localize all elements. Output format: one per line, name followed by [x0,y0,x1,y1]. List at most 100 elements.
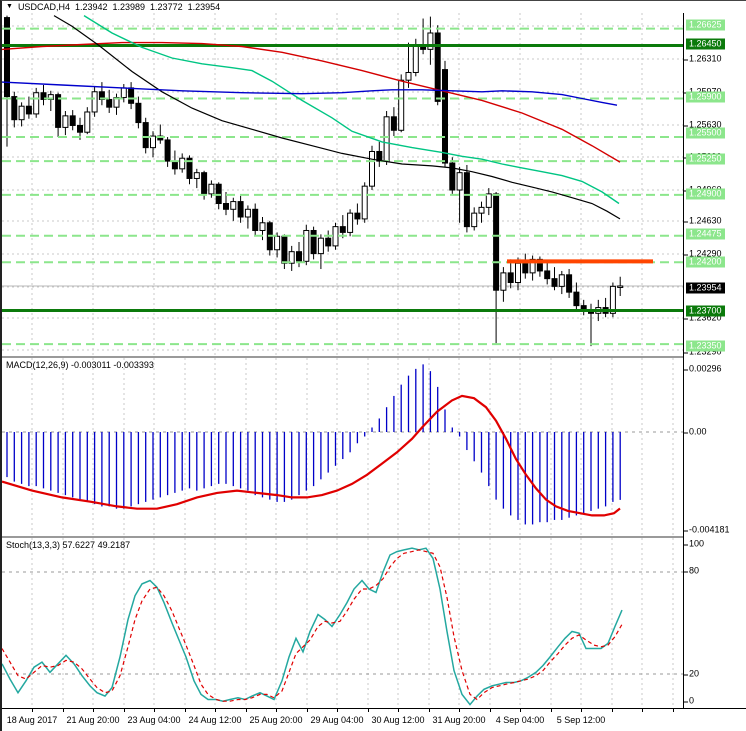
bull-candle [515,262,521,284]
bear-candle [25,105,32,115]
bear-candle [310,229,317,255]
chart-title-low: 1.23772 [150,2,183,12]
price-axis-border [683,13,684,709]
bear-candle [493,193,500,291]
bear-candle [55,94,62,128]
bull-candle [230,201,237,210]
bull-candle [62,115,69,128]
bear-candle [40,92,47,100]
chart-title-close: 1.23954 [187,2,221,12]
main-chart-panel[interactable] [2,13,683,357]
bull-candle [150,135,156,149]
bear-candle [77,124,83,133]
bear-candle [4,17,10,98]
time-axis-label: 29 Aug 04:00 [310,715,364,725]
time-axis-tick [551,709,552,712]
bull-candle [500,272,507,291]
bear-candle [566,274,573,293]
bear-candle [354,212,361,220]
price-axis-label: 1.26310 [684,54,722,65]
bear-candle [325,237,332,247]
bear-candle [507,272,514,284]
bull-candle [288,251,295,264]
macd-axis-label: -0.004181 [684,525,730,536]
bull-candle [369,150,375,187]
time-axis-tick [581,709,582,712]
time-axis-tick [459,709,460,712]
bear-candle [281,235,288,264]
panel-separator[interactable] [2,356,683,358]
macd-signal-line [2,394,621,517]
time-axis-label: 5 Sep 12:00 [556,715,606,725]
bear-candle [186,157,193,179]
bull-candle [617,285,624,288]
bull-candle [347,212,354,233]
time-axis-tick [154,709,155,712]
time-axis-tick [32,709,33,712]
bear-candle [376,150,383,162]
symbol-dropdown-icon[interactable]: ▼ [6,3,13,10]
bull-candle [179,157,186,170]
bear-candle [171,160,178,170]
macd-histogram [6,364,621,525]
chart-title-high: 1.23989 [112,2,146,12]
time-axis-tick [673,709,674,712]
time-axis-label: 4 Sep 04:00 [495,715,545,725]
bull-candle [84,111,91,133]
ma-red-line [2,41,621,163]
time-axis-tick [612,709,613,712]
sr-level-price-badge: 1.24475 [686,228,725,240]
price-axis-label: 1.25630 [684,120,722,131]
bull-candle [332,226,339,247]
macd-panel[interactable] [2,358,683,536]
time-axis-tick [368,709,369,712]
time-axis-tick [215,709,216,712]
time-axis-tick [93,709,94,712]
bull-candle [405,71,412,81]
panel-separator[interactable] [2,536,683,538]
price-axis[interactable]: 1.266251.264501.263101.259701.259001.256… [684,1,746,709]
time-axis-tick [429,709,430,712]
time-axis-tick [520,709,521,712]
time-axis-tick [490,709,491,712]
time-axis-tick [276,709,277,712]
chart-title-open: 1.23942 [74,2,108,12]
bull-candle [609,285,616,314]
time-axis-tick [337,709,338,712]
stoch-axis-label: 80 [684,566,699,577]
bull-candle [18,105,25,121]
bull-candle [412,44,419,73]
ma-blue-line [2,81,618,106]
strong-level-price-badge: 1.26450 [686,38,725,50]
bear-candle [434,32,441,102]
current-price-badge: 1.23954 [686,282,725,294]
bull-candle [317,237,324,255]
bull-candle [427,32,434,50]
sr-level-price-badge: 1.25250 [686,153,725,165]
time-axis-label: 23 Aug 04:00 [127,715,181,725]
bear-candle [296,251,302,262]
stoch-d-line [2,549,623,702]
bull-candle [471,212,478,228]
stoch-axis-label: 100 [684,539,704,550]
bear-candle [522,262,529,274]
time-axis-label: 21 Aug 20:00 [66,715,120,725]
time-axis[interactable]: 18 Aug 2017 21 Aug 20:00 23 Aug 04:00 24 Au… [2,708,746,731]
bull-candle [361,185,368,220]
bear-candle [164,139,171,162]
time-axis-tick [63,709,64,712]
stoch-panel[interactable] [2,538,683,708]
bear-candle [544,270,551,280]
bear-candle [11,96,18,121]
time-axis-tick [642,709,643,712]
bull-candle [244,208,251,218]
time-axis-tick [246,709,247,712]
bear-candle [449,162,456,191]
price-axis-label: 1.23620 [684,313,722,324]
sr-level-price-badge: 1.24200 [686,256,725,268]
bull-candle [478,206,485,214]
bull-candle [303,229,310,262]
price-axis-label: 1.24630 [684,216,722,227]
stoch-axis-label: 20 [684,669,699,680]
time-axis-tick [185,709,186,712]
